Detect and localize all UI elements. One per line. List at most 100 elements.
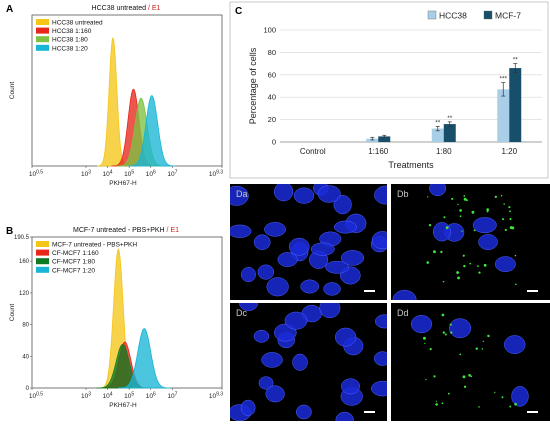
cell-nucleus: [264, 222, 286, 237]
x-axis-label: Treatments: [388, 160, 434, 170]
scale-bar: [527, 290, 538, 292]
legend-label: MCF-7 untreated - PBS+PKH: [52, 242, 137, 249]
cell-nucleus: [410, 315, 432, 334]
vesicle-dot: [449, 323, 452, 326]
micrograph-dd: Dd: [391, 303, 550, 421]
vesicle-dot: [429, 348, 432, 351]
legend-label: HCC38 1:80: [52, 37, 88, 44]
vesicle-dot: [427, 196, 429, 198]
cell-nucleus: [241, 267, 256, 283]
vesicle-dot: [445, 226, 449, 230]
cell-nucleus: [335, 411, 354, 421]
cell-nucleus: [284, 311, 308, 330]
vesicle-dot: [422, 336, 426, 340]
legend-label: HCC38 1:160: [52, 28, 92, 35]
vesicle-dot: [459, 215, 462, 218]
x-tick-label: 103: [81, 170, 91, 179]
vesicle-dot: [463, 264, 466, 268]
legend-swatch-hcc38-1-160: [36, 27, 49, 34]
vesicle-dot: [442, 280, 445, 283]
vesicle-dot: [425, 378, 427, 381]
cell-nucleus: [261, 352, 283, 368]
bar-hcc38-1-80: [431, 128, 444, 142]
cell-nucleus: [323, 282, 341, 296]
vesicle-dot: [465, 199, 468, 202]
cell-nucleus: [317, 185, 341, 203]
cell-nucleus: [335, 327, 357, 347]
micrograph-db-image: [392, 184, 517, 300]
vesicle-dot: [463, 385, 467, 388]
vesicle-dot: [456, 271, 460, 274]
cell-nucleus: [325, 260, 350, 274]
vesicle-dot: [494, 391, 496, 394]
vesicle-dot: [487, 334, 490, 338]
histogram-b: B MCF-7 untreated - PBS+PKH / E1 MCF-7 unt…: [6, 226, 223, 409]
vesicle-dot: [457, 276, 460, 280]
cell-nucleus: [494, 256, 516, 272]
panel-label: C: [235, 6, 242, 17]
cell-nucleus: [374, 185, 387, 205]
y-tick-label: 120: [19, 291, 30, 297]
significance-label: **: [435, 119, 441, 126]
y-tick-label: 0: [272, 138, 276, 147]
legend-label: HCC38 1:20: [52, 45, 88, 52]
legend-label: CF-MCF7 1:160: [52, 250, 99, 257]
panel-b: B MCF-7 untreated - PBS+PKH / E1 MCF-7 unt…: [0, 222, 228, 412]
cell-nucleus: [239, 303, 259, 311]
x-axis-label: PKH67-H: [109, 180, 137, 187]
cell-nucleus: [265, 385, 285, 403]
x-tick-label: 100.5: [29, 392, 43, 401]
vesicle-dot: [441, 402, 444, 405]
y-tick-label: 40: [268, 93, 276, 102]
cell-nucleus: [432, 222, 451, 242]
vesicle-dot: [515, 283, 517, 286]
x-tick-label: 103: [81, 392, 91, 401]
panel-a: A HCC38 untreated / E1 HCC38 untreated HCC3…: [0, 0, 228, 190]
cell-nucleus: [333, 220, 357, 234]
x-tick-label: 105: [124, 170, 134, 179]
legend-swatch-mcf-7-untreated-pbs-pkh: [36, 241, 49, 247]
vesicle-dot: [426, 261, 430, 264]
x-tick-label: 100.5: [29, 170, 43, 179]
vesicle-dot: [500, 195, 503, 197]
vesicle-dot: [441, 313, 445, 317]
vesicle-dot: [428, 223, 432, 227]
cell-nucleus: [288, 237, 310, 256]
vesicle-dot: [462, 375, 466, 379]
x-axis-label: PKH67-H: [109, 402, 137, 409]
cell-nucleus: [472, 217, 497, 234]
vesicle-dot: [463, 195, 466, 197]
vesicle-dot: [442, 331, 446, 334]
micrograph-da-image: [230, 184, 387, 297]
vesicle-dot: [444, 333, 447, 336]
significance-label: **: [513, 57, 519, 64]
micrograph-label-da: Da: [236, 189, 248, 199]
x-tick-label: 104: [103, 392, 113, 401]
scale-bar: [364, 411, 375, 413]
x-tick-label: 106: [146, 392, 156, 401]
x-tick-label: 105: [124, 392, 134, 401]
cell-nucleus: [429, 184, 447, 197]
bar-mcf-7-1-160: [378, 136, 391, 142]
vesicle-dot: [475, 347, 479, 350]
vesicle-dot: [514, 402, 517, 406]
vesicle-dot: [514, 254, 517, 257]
cell-nucleus: [230, 185, 249, 206]
cell-nucleus: [341, 250, 365, 266]
micrograph-dd-image: [410, 313, 529, 408]
cell-nucleus: [511, 386, 529, 407]
vesicle-dot: [509, 218, 512, 221]
cell-nucleus: [371, 231, 387, 250]
legend-label: CF-MCF7 1:80: [52, 259, 95, 266]
y-axis-label: Count: [9, 304, 16, 322]
vesicle-dot: [511, 226, 515, 230]
histogram-title: HCC38 untreated / E1: [92, 5, 161, 12]
bar-mcf-7-1-80: [443, 124, 456, 142]
legend-swatch-hcc38-1-80: [36, 36, 49, 43]
vesicle-dot: [463, 197, 467, 201]
x-tick-label: 107: [167, 170, 177, 179]
micrograph-dc-image: [230, 303, 387, 421]
vesicle-dot: [473, 229, 476, 232]
